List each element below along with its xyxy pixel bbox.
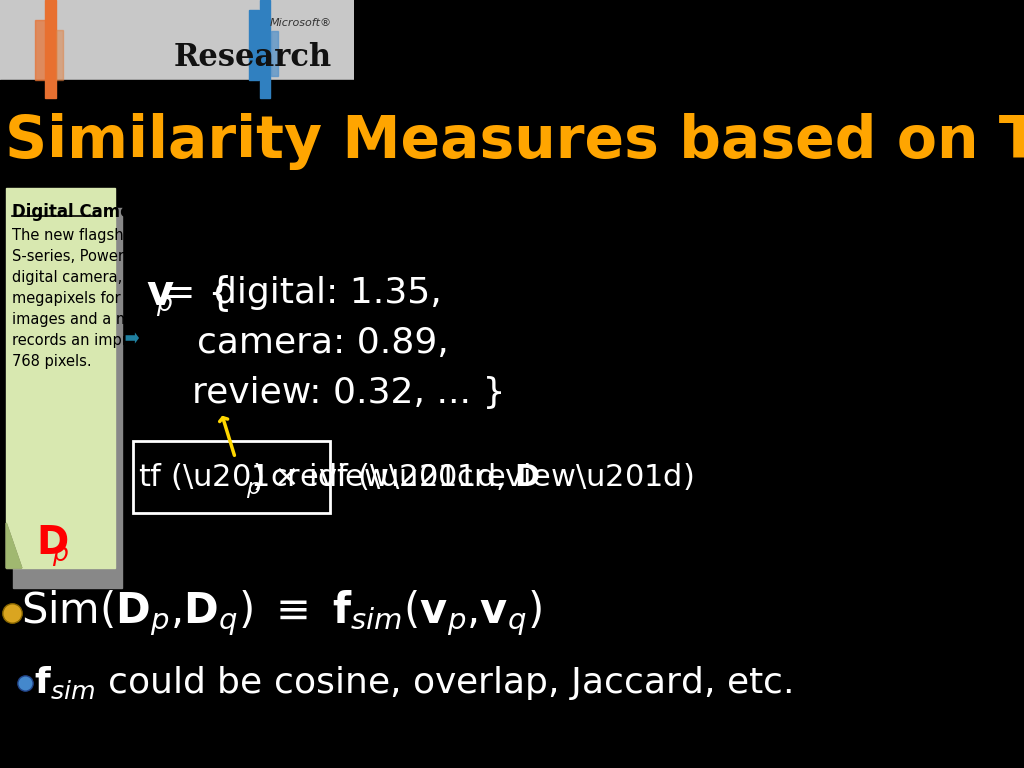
Text: digital: 1.35,: digital: 1.35,	[214, 276, 442, 310]
Text: Microsoft®: Microsoft®	[270, 18, 332, 28]
Text: = {: = {	[163, 274, 233, 312]
Text: review: 0.32, ... }: review: 0.32, ... }	[191, 376, 506, 410]
Text: The new flagship of Canon’s
S-series, PowerShot S80
digital camera, incorporates: The new flagship of Canon’s S-series, Po…	[12, 228, 242, 369]
Bar	[35, 20, 46, 80]
Bar	[249, 10, 259, 80]
Bar	[260, 0, 269, 98]
Bar	[56, 30, 62, 80]
Text: ) $\times$ idf (\u201creview\u201d): ) $\times$ idf (\u201creview\u201d)	[252, 462, 693, 492]
Bar	[6, 188, 115, 568]
Bar	[133, 441, 331, 513]
Text: $p$: $p$	[246, 480, 261, 500]
FancyBboxPatch shape	[0, 0, 354, 80]
Text: camera: 0.89,: camera: 0.89,	[198, 326, 449, 360]
Polygon shape	[6, 523, 22, 568]
Polygon shape	[6, 523, 22, 568]
Text: $p$: $p$	[156, 294, 172, 318]
Text: tf (\u201creview\u201d, $\mathbf{D}$: tf (\u201creview\u201d, $\mathbf{D}$	[138, 462, 541, 492]
Text: $p$: $p$	[52, 544, 69, 568]
Text: $\mathbf{D}$: $\mathbf{D}$	[36, 524, 68, 562]
Bar	[45, 0, 56, 98]
Text: Sim($\mathbf{D}_p$,$\mathbf{D}_q$) $\equiv$ $\mathbf{f}_{sim}$($\mathbf{v}_p$,$\: Sim($\mathbf{D}_p$,$\mathbf{D}_q$) $\equ…	[20, 588, 542, 637]
Text: Digital Camera Review: Digital Camera Review	[12, 203, 224, 221]
Text: $\mathbf{v}$: $\mathbf{v}$	[146, 272, 174, 314]
Bar	[0, 80, 354, 768]
Bar	[270, 31, 279, 76]
Bar	[13, 208, 122, 588]
Text: Research: Research	[174, 42, 332, 74]
Text: $\mathbf{f}_{sim}$ could be cosine, overlap, Jaccard, etc.: $\mathbf{f}_{sim}$ could be cosine, over…	[34, 664, 792, 702]
Text: Similarity Measures based on TFIDF Vectors: Similarity Measures based on TFIDF Vecto…	[5, 113, 1024, 170]
